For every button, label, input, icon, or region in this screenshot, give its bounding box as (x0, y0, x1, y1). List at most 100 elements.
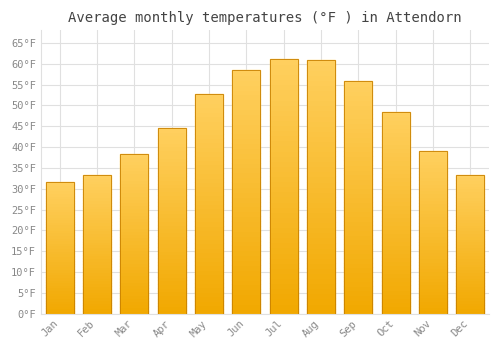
Bar (419, 177, 447, 181)
Bar (83, 278, 111, 280)
Bar (382, 173, 409, 177)
Bar (232, 124, 260, 128)
Bar (382, 245, 409, 249)
Bar (456, 183, 484, 186)
Bar (83, 175, 111, 314)
Bar (83, 275, 111, 278)
Bar (419, 258, 447, 262)
Bar (270, 64, 297, 69)
Bar (232, 240, 260, 245)
Bar (270, 181, 297, 186)
Bar (232, 138, 260, 143)
Bar (456, 211, 484, 214)
Bar (232, 275, 260, 280)
Bar (344, 304, 372, 309)
Bar (46, 217, 74, 219)
Bar (270, 191, 297, 196)
Bar (158, 214, 186, 217)
Bar (120, 158, 148, 161)
Bar (344, 193, 372, 197)
Bar (195, 283, 223, 287)
Bar (120, 256, 148, 259)
Bar (120, 279, 148, 282)
Bar (83, 197, 111, 200)
Bar (120, 244, 148, 247)
Bar (456, 216, 484, 219)
Bar (232, 148, 260, 153)
Bar (158, 251, 186, 254)
Bar (456, 269, 484, 272)
Bar (232, 99, 260, 104)
Bar (270, 222, 297, 227)
Bar (46, 190, 74, 193)
Bar (232, 182, 260, 187)
Bar (195, 151, 223, 156)
Bar (419, 151, 447, 314)
Bar (307, 176, 335, 182)
Bar (83, 217, 111, 219)
Bar (195, 292, 223, 296)
Bar (344, 123, 372, 128)
Bar (232, 90, 260, 95)
Bar (158, 236, 186, 239)
Bar (382, 189, 409, 193)
Bar (382, 217, 409, 221)
Bar (232, 119, 260, 124)
Bar (120, 282, 148, 285)
Bar (46, 243, 74, 245)
Bar (307, 273, 335, 278)
Bar (83, 208, 111, 211)
Bar (46, 240, 74, 243)
Bar (46, 295, 74, 298)
Bar (120, 240, 148, 244)
Bar (83, 225, 111, 228)
Bar (46, 272, 74, 274)
Bar (158, 154, 186, 158)
Bar (419, 239, 447, 242)
Bar (120, 176, 148, 180)
Bar (232, 172, 260, 177)
Bar (195, 182, 223, 187)
Bar (158, 184, 186, 187)
Bar (456, 175, 484, 177)
Bar (419, 285, 447, 288)
Bar (120, 288, 148, 291)
Bar (382, 225, 409, 229)
Bar (195, 279, 223, 283)
Bar (83, 186, 111, 189)
Bar (120, 215, 148, 218)
Bar (232, 255, 260, 260)
Bar (232, 70, 260, 75)
Bar (382, 132, 409, 136)
Bar (307, 293, 335, 299)
Bar (270, 156, 297, 161)
Bar (83, 192, 111, 194)
Bar (382, 201, 409, 205)
Bar (307, 288, 335, 293)
Bar (382, 181, 409, 185)
Bar (270, 59, 297, 314)
Bar (344, 300, 372, 304)
Bar (46, 266, 74, 269)
Bar (46, 261, 74, 264)
Bar (83, 261, 111, 264)
Bar (195, 187, 223, 191)
Bar (158, 210, 186, 214)
Bar (344, 239, 372, 244)
Bar (344, 234, 372, 239)
Bar (195, 120, 223, 125)
Bar (307, 299, 335, 303)
Bar (232, 226, 260, 231)
Bar (46, 198, 74, 201)
Bar (270, 59, 297, 64)
Bar (419, 210, 447, 213)
Bar (232, 177, 260, 182)
Bar (232, 236, 260, 240)
Bar (120, 205, 148, 208)
Bar (158, 265, 186, 269)
Bar (382, 289, 409, 294)
Bar (419, 158, 447, 161)
Bar (46, 282, 74, 285)
Bar (195, 296, 223, 301)
Bar (232, 285, 260, 289)
